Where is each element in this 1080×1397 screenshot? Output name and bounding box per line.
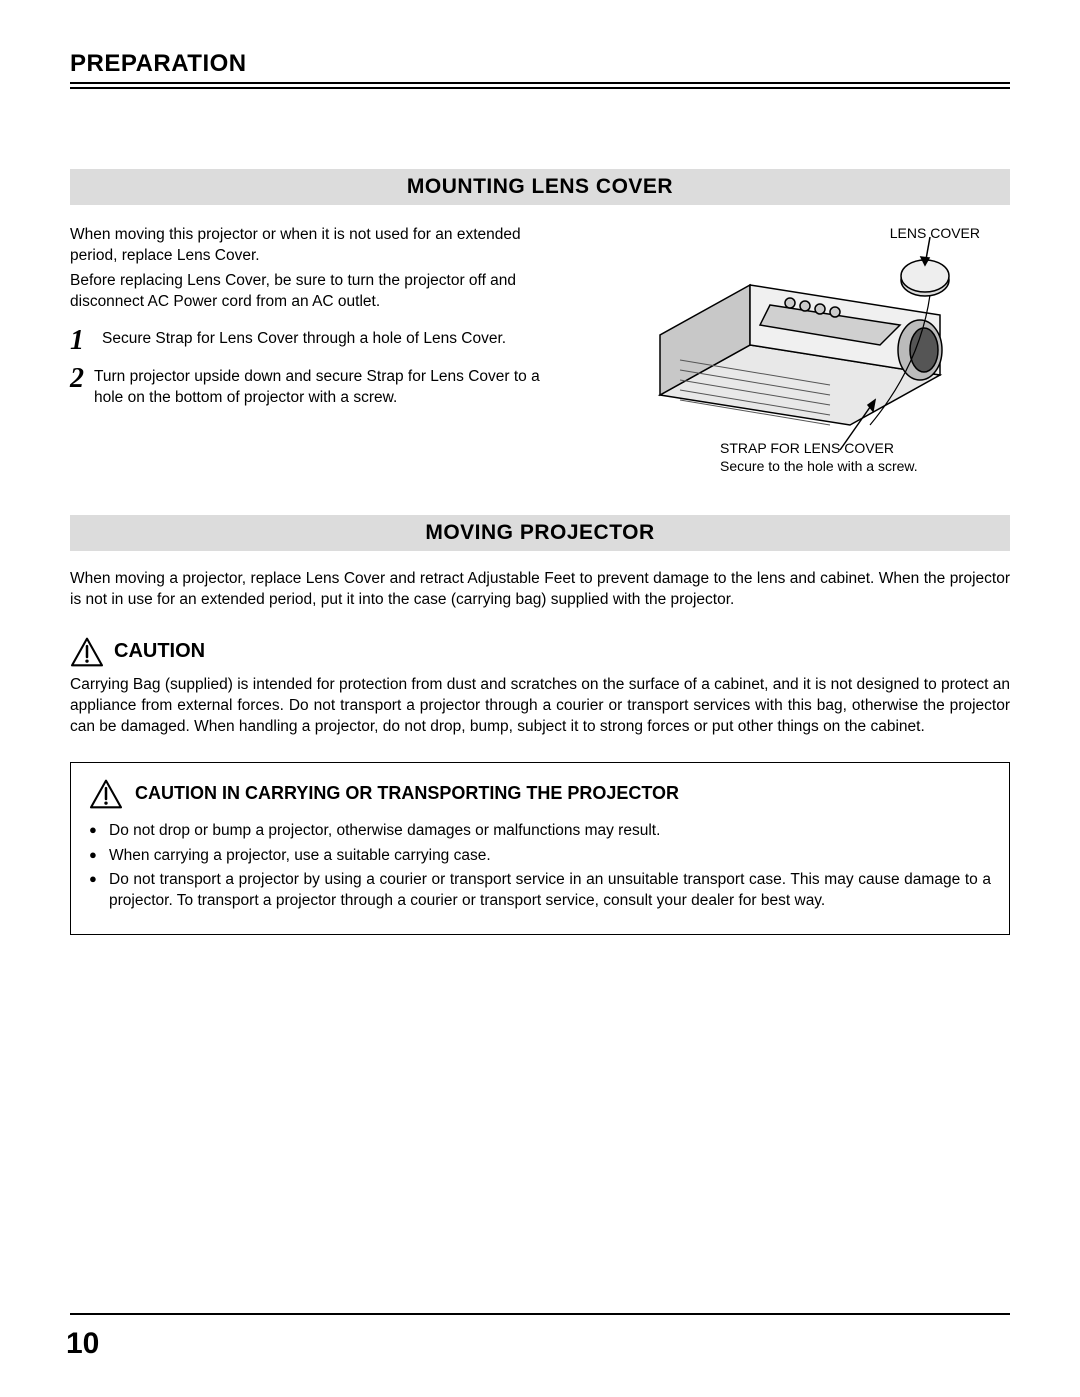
caution-bullet-list: Do not drop or bump a projector, otherwi… <box>89 821 991 913</box>
step-1-text: Secure Strap for Lens Cover through a ho… <box>102 327 506 350</box>
page-number: 10 <box>66 1327 99 1361</box>
caution-heading: CAUTION <box>70 637 1010 667</box>
footer-rule <box>70 1313 1010 1315</box>
caution-para: Carrying Bag (supplied) is intended for … <box>70 675 1010 738</box>
caution-triangle-icon <box>70 637 104 667</box>
moving-intro-para: When moving a projector, replace Lens Co… <box>70 569 1010 611</box>
step-1-number: 1 <box>70 327 92 355</box>
mounting-content-row: When moving this projector or when it is… <box>70 225 1010 475</box>
section-title-moving: MOVING PROJECTOR <box>70 515 1010 551</box>
lens-cover-label: LENS COVER <box>890 225 980 241</box>
step-2-text: Turn projector upside down and secure St… <box>94 365 570 409</box>
mounting-steps: 1 Secure Strap for Lens Cover through a … <box>70 327 570 409</box>
caution-bullet-2: When carrying a projector, use a suitabl… <box>89 846 991 867</box>
section-title-mounting: MOUNTING LENS COVER <box>70 169 1010 205</box>
step-2-number: 2 <box>70 365 84 393</box>
projector-illustration <box>620 225 980 475</box>
mounting-text-column: When moving this projector or when it is… <box>70 225 570 475</box>
strap-label-line1: STRAP FOR LENS COVER <box>720 440 894 456</box>
caution-bullet-1: Do not drop or bump a projector, otherwi… <box>89 821 991 842</box>
header-double-rule <box>70 87 1010 89</box>
caution-triangle-icon <box>89 779 123 809</box>
mounting-illustration-column: LENS COVER <box>590 225 1010 475</box>
caution-label: CAUTION <box>114 640 205 663</box>
mounting-intro-2: Before replacing Lens Cover, be sure to … <box>70 271 570 313</box>
caution-bullet-3: Do not transport a projector by using a … <box>89 870 991 912</box>
step-1: 1 Secure Strap for Lens Cover through a … <box>70 327 570 355</box>
strap-label: STRAP FOR LENS COVER Secure to the hole … <box>720 439 918 475</box>
page-header: PREPARATION <box>70 50 1010 84</box>
caution-box-title: CAUTION IN CARRYING OR TRANSPORTING THE … <box>135 783 679 804</box>
caution-box: CAUTION IN CARRYING OR TRANSPORTING THE … <box>70 762 1010 936</box>
strap-label-line2: Secure to the hole with a screw. <box>720 458 918 474</box>
mounting-intro-1: When moving this projector or when it is… <box>70 225 570 267</box>
caution-box-heading: CAUTION IN CARRYING OR TRANSPORTING THE … <box>89 779 991 809</box>
step-2: 2 Turn projector upside down and secure … <box>70 365 570 409</box>
